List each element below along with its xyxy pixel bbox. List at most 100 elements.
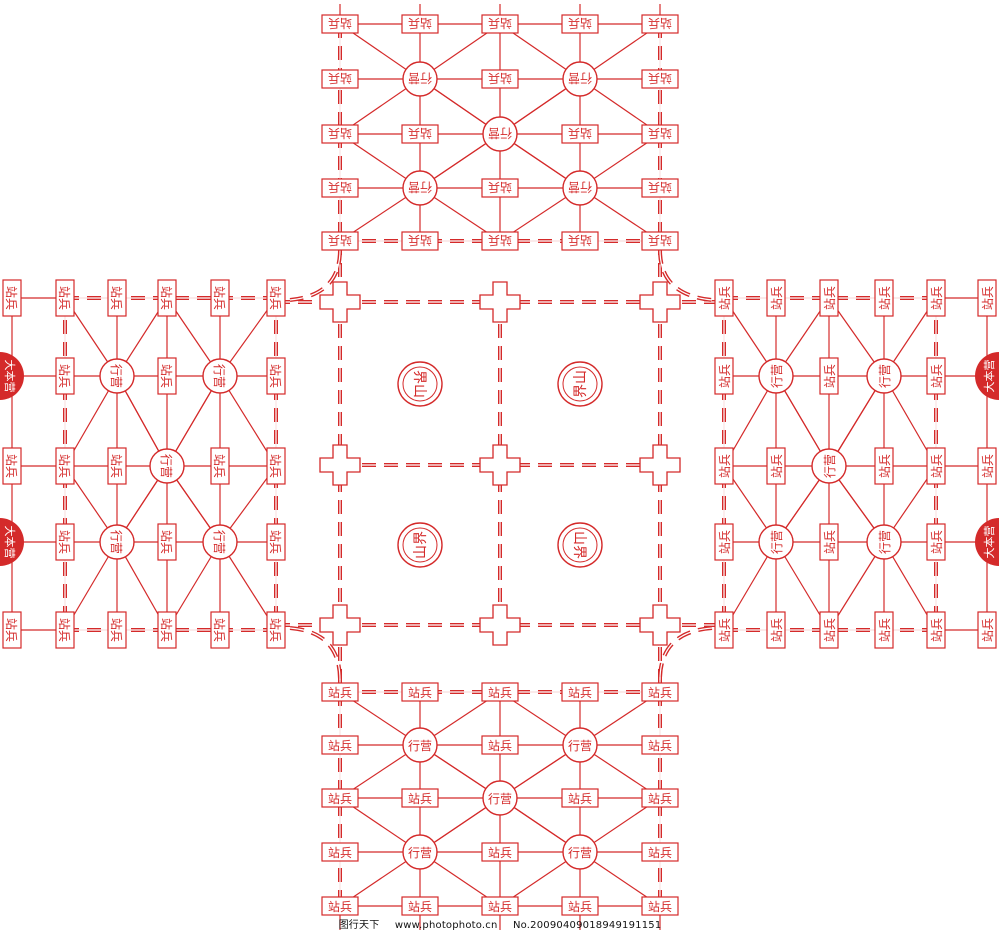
station-box (321, 178, 359, 198)
station-post: 站兵 (157, 279, 177, 317)
station-box (874, 279, 894, 317)
camp-circle: 行营 (202, 524, 238, 560)
camp-label: 行营 (878, 364, 892, 388)
station-box (481, 735, 519, 755)
station-label: 站兵 (648, 686, 672, 700)
station-box (107, 279, 127, 317)
footer-site: 图行天下 (338, 920, 380, 931)
railway-core (289, 627, 341, 681)
station-post: 站兵 (561, 14, 599, 34)
station-post: 站兵 (561, 788, 599, 808)
station-box (561, 14, 599, 34)
camp-label: 行营 (408, 180, 432, 194)
camp-circle: 行营 (562, 170, 598, 206)
camp-circle: 行营 (99, 524, 135, 560)
station-box (157, 611, 177, 649)
headquarters-marker (975, 352, 999, 400)
station-label: 站兵 (408, 16, 432, 30)
station-label: 站兵 (648, 792, 672, 806)
station-post: 站兵 (926, 523, 946, 561)
station-box (926, 523, 946, 561)
station-label: 站兵 (328, 180, 352, 194)
station-label: 站兵 (568, 792, 592, 806)
station-post: 站兵 (481, 231, 519, 251)
station-label: 站兵 (648, 126, 672, 140)
station-label: 站兵 (159, 286, 173, 310)
station-label: 站兵 (648, 233, 672, 247)
junction-cross (639, 281, 681, 323)
station-box (107, 611, 127, 649)
camp-ring (758, 358, 794, 394)
railway-core (659, 249, 713, 301)
station-box (321, 231, 359, 251)
station-label: 站兵 (268, 364, 282, 388)
station-post: 站兵 (641, 69, 679, 89)
station-box (210, 279, 230, 317)
station-post: 站兵 (977, 611, 997, 649)
station-label: 站兵 (328, 900, 352, 914)
station-post: 站兵 (321, 69, 359, 89)
station-box (641, 231, 679, 251)
camp-ring (562, 61, 598, 97)
station-box (714, 447, 734, 485)
station-label: 站兵 (718, 454, 732, 478)
station-box (157, 523, 177, 561)
station-post: 站兵 (561, 124, 599, 144)
station-label: 站兵 (109, 454, 123, 478)
station-label: 站兵 (488, 686, 512, 700)
station-post: 站兵 (401, 14, 439, 34)
station-post: 站兵 (561, 231, 599, 251)
junction-cross (639, 444, 681, 486)
station-box (266, 447, 286, 485)
station-label: 站兵 (4, 454, 18, 478)
station-post: 站兵 (481, 896, 519, 916)
camp-circle: 行营 (562, 727, 598, 763)
station-post: 站兵 (641, 178, 679, 198)
camp-ring (402, 170, 438, 206)
station-label: 站兵 (488, 71, 512, 85)
footer-number: No.20090409018949191151 (512, 920, 662, 931)
station-label: 站兵 (878, 618, 892, 642)
junction-cross (479, 604, 521, 646)
station-label: 站兵 (930, 530, 944, 554)
station-label: 站兵 (488, 233, 512, 247)
station-label: 站兵 (488, 16, 512, 30)
station-post: 站兵 (321, 735, 359, 755)
station-post: 站兵 (266, 447, 286, 485)
station-box (926, 611, 946, 649)
station-post: 站兵 (55, 447, 75, 485)
station-post: 站兵 (55, 279, 75, 317)
station-box (714, 279, 734, 317)
hq-label: 大本营 (3, 526, 17, 559)
station-box (2, 279, 22, 317)
station-box (926, 357, 946, 395)
station-box (107, 447, 127, 485)
station-label: 站兵 (981, 618, 995, 642)
station-box (641, 178, 679, 198)
station-label: 站兵 (488, 900, 512, 914)
station-post: 站兵 (157, 357, 177, 395)
railway (658, 626, 713, 681)
station-post: 站兵 (714, 523, 734, 561)
junction-cross (319, 281, 361, 323)
station-post: 站兵 (401, 231, 439, 251)
mountain-ring (397, 361, 443, 407)
camp-circle: 行营 (202, 358, 238, 394)
station-post: 站兵 (926, 357, 946, 395)
station-label: 站兵 (568, 126, 592, 140)
station-post: 站兵 (266, 357, 286, 395)
station-post: 站兵 (641, 231, 679, 251)
station-post: 站兵 (641, 735, 679, 755)
camp-label: 行营 (823, 454, 837, 478)
camp-label: 行营 (878, 530, 892, 554)
camp-ring (482, 780, 518, 816)
camp-circle: 行营 (562, 61, 598, 97)
station-post: 站兵 (401, 682, 439, 702)
station-box (266, 611, 286, 649)
camp-label: 行营 (770, 530, 784, 554)
camp-circle: 行营 (562, 834, 598, 870)
station-post: 站兵 (641, 788, 679, 808)
station-post: 站兵 (819, 523, 839, 561)
